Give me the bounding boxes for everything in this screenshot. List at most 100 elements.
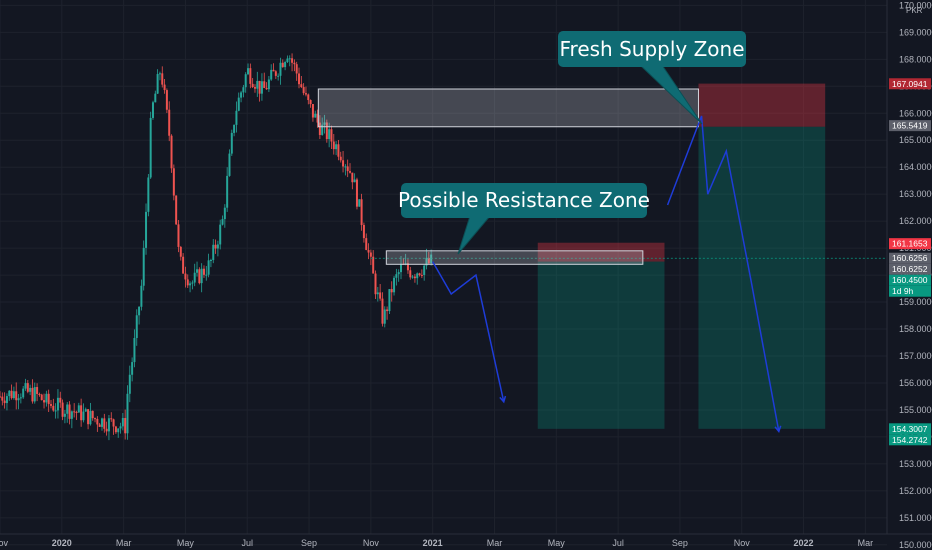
candle-body (242, 87, 245, 93)
candle-body (184, 273, 187, 280)
candle-body (309, 100, 312, 105)
candle-body (3, 400, 6, 404)
candle-body (59, 397, 62, 403)
currency-label: PKR (906, 6, 923, 15)
candle-body (154, 93, 157, 103)
candle-body (107, 418, 110, 432)
candle-body (31, 387, 34, 402)
candle-body (84, 409, 87, 412)
candle-body (82, 411, 85, 421)
candle-body (36, 387, 39, 394)
candle-body (63, 413, 66, 417)
price-tick-label: 166.0000 (899, 108, 932, 118)
candle-body (228, 153, 231, 176)
candle-body (179, 246, 182, 257)
time-tick-label: May (548, 538, 566, 548)
candle-body (395, 274, 398, 278)
time-tick-label: Sep (301, 538, 317, 548)
price-tick-label: 153.0000 (899, 459, 932, 469)
price-tick-label: 156.0000 (899, 378, 932, 388)
price-badge (889, 78, 931, 90)
candle-body (413, 276, 416, 279)
price-badge (889, 252, 931, 264)
candle-body (133, 337, 136, 363)
price-tick-label: 158.0000 (899, 324, 932, 334)
price-badge-label: 160.4500 (892, 275, 928, 285)
projection-arrowhead (499, 395, 507, 404)
candle-body (360, 199, 363, 225)
price-tick-label: 168.0000 (899, 54, 932, 64)
candle-body (142, 247, 145, 286)
candle-body (258, 80, 261, 94)
projection-path[interactable] (432, 261, 505, 403)
candle-body (219, 224, 222, 245)
candle-body (140, 285, 143, 307)
candle-body (12, 391, 15, 399)
candle-body (0, 396, 1, 398)
candle-body (193, 272, 196, 283)
candle-body (33, 387, 36, 402)
stop-loss-zone (698, 83, 826, 127)
candle-body (91, 410, 94, 419)
price-tick-label: 151.0000 (899, 513, 932, 523)
price-badge-label: 167.0941 (892, 79, 928, 89)
time-tick-label: Jul (241, 538, 253, 548)
time-tick-label: Nov (734, 538, 751, 548)
candle-body (346, 166, 349, 172)
candle-body (89, 410, 92, 425)
candle-body (114, 426, 117, 433)
candle-body (265, 87, 268, 90)
candle-body (105, 428, 108, 432)
candle-body (61, 402, 64, 417)
price-tick-label: 150.0000 (899, 540, 932, 550)
candle-body (379, 292, 382, 299)
candle-body (293, 62, 296, 65)
candle-body (186, 279, 189, 286)
candle-body (126, 393, 129, 434)
callout-possible-resistance-zone[interactable]: Possible Resistance Zone (398, 183, 650, 255)
candle-body (214, 244, 217, 249)
candle-body (337, 144, 340, 157)
candle-body (66, 404, 69, 414)
time-tick-label: Mar (858, 538, 874, 548)
resistance-zone-rect[interactable] (385, 250, 644, 265)
candle-body (302, 87, 305, 94)
candle-body (54, 410, 57, 412)
candle-body (260, 81, 263, 94)
candle-body (112, 419, 115, 427)
projection-arrowhead (774, 425, 782, 434)
candle-body (367, 249, 370, 253)
price-tick-label: 165.0000 (899, 135, 932, 145)
projection-path[interactable] (666, 115, 780, 432)
price-badge (889, 285, 931, 297)
candle-body (284, 62, 287, 68)
candle-body (52, 405, 55, 411)
time-axis[interactable]: Nov 2020 Mar May Jul Sep Nov 2021 Mar May Jul Sep No… (0, 538, 873, 548)
candle-body (272, 69, 275, 72)
candle-body (300, 84, 303, 88)
candle-body (73, 411, 76, 413)
price-badge (889, 238, 931, 250)
stop-loss-zone (537, 242, 665, 262)
candle-body (131, 362, 134, 375)
candle-body (100, 418, 103, 427)
candle-body (149, 117, 152, 178)
candle-body (80, 405, 83, 421)
candle-body (233, 124, 236, 133)
candle-body (362, 224, 365, 239)
candle-body (270, 69, 273, 80)
price-tick-label: 162.0000 (899, 216, 932, 226)
candle-body (425, 257, 428, 266)
candle-body (328, 129, 331, 140)
callout-text: Fresh Supply Zone (559, 37, 744, 61)
supply-zone-rect[interactable] (317, 88, 699, 128)
candle-body (393, 277, 396, 293)
candle-body (29, 387, 32, 392)
callout-fresh-supply-zone[interactable]: Fresh Supply Zone (558, 31, 746, 125)
candle-body (8, 390, 11, 397)
candle-body (128, 374, 131, 394)
candle-body (205, 274, 208, 276)
candle-body (191, 282, 194, 284)
candle-body (235, 110, 238, 125)
